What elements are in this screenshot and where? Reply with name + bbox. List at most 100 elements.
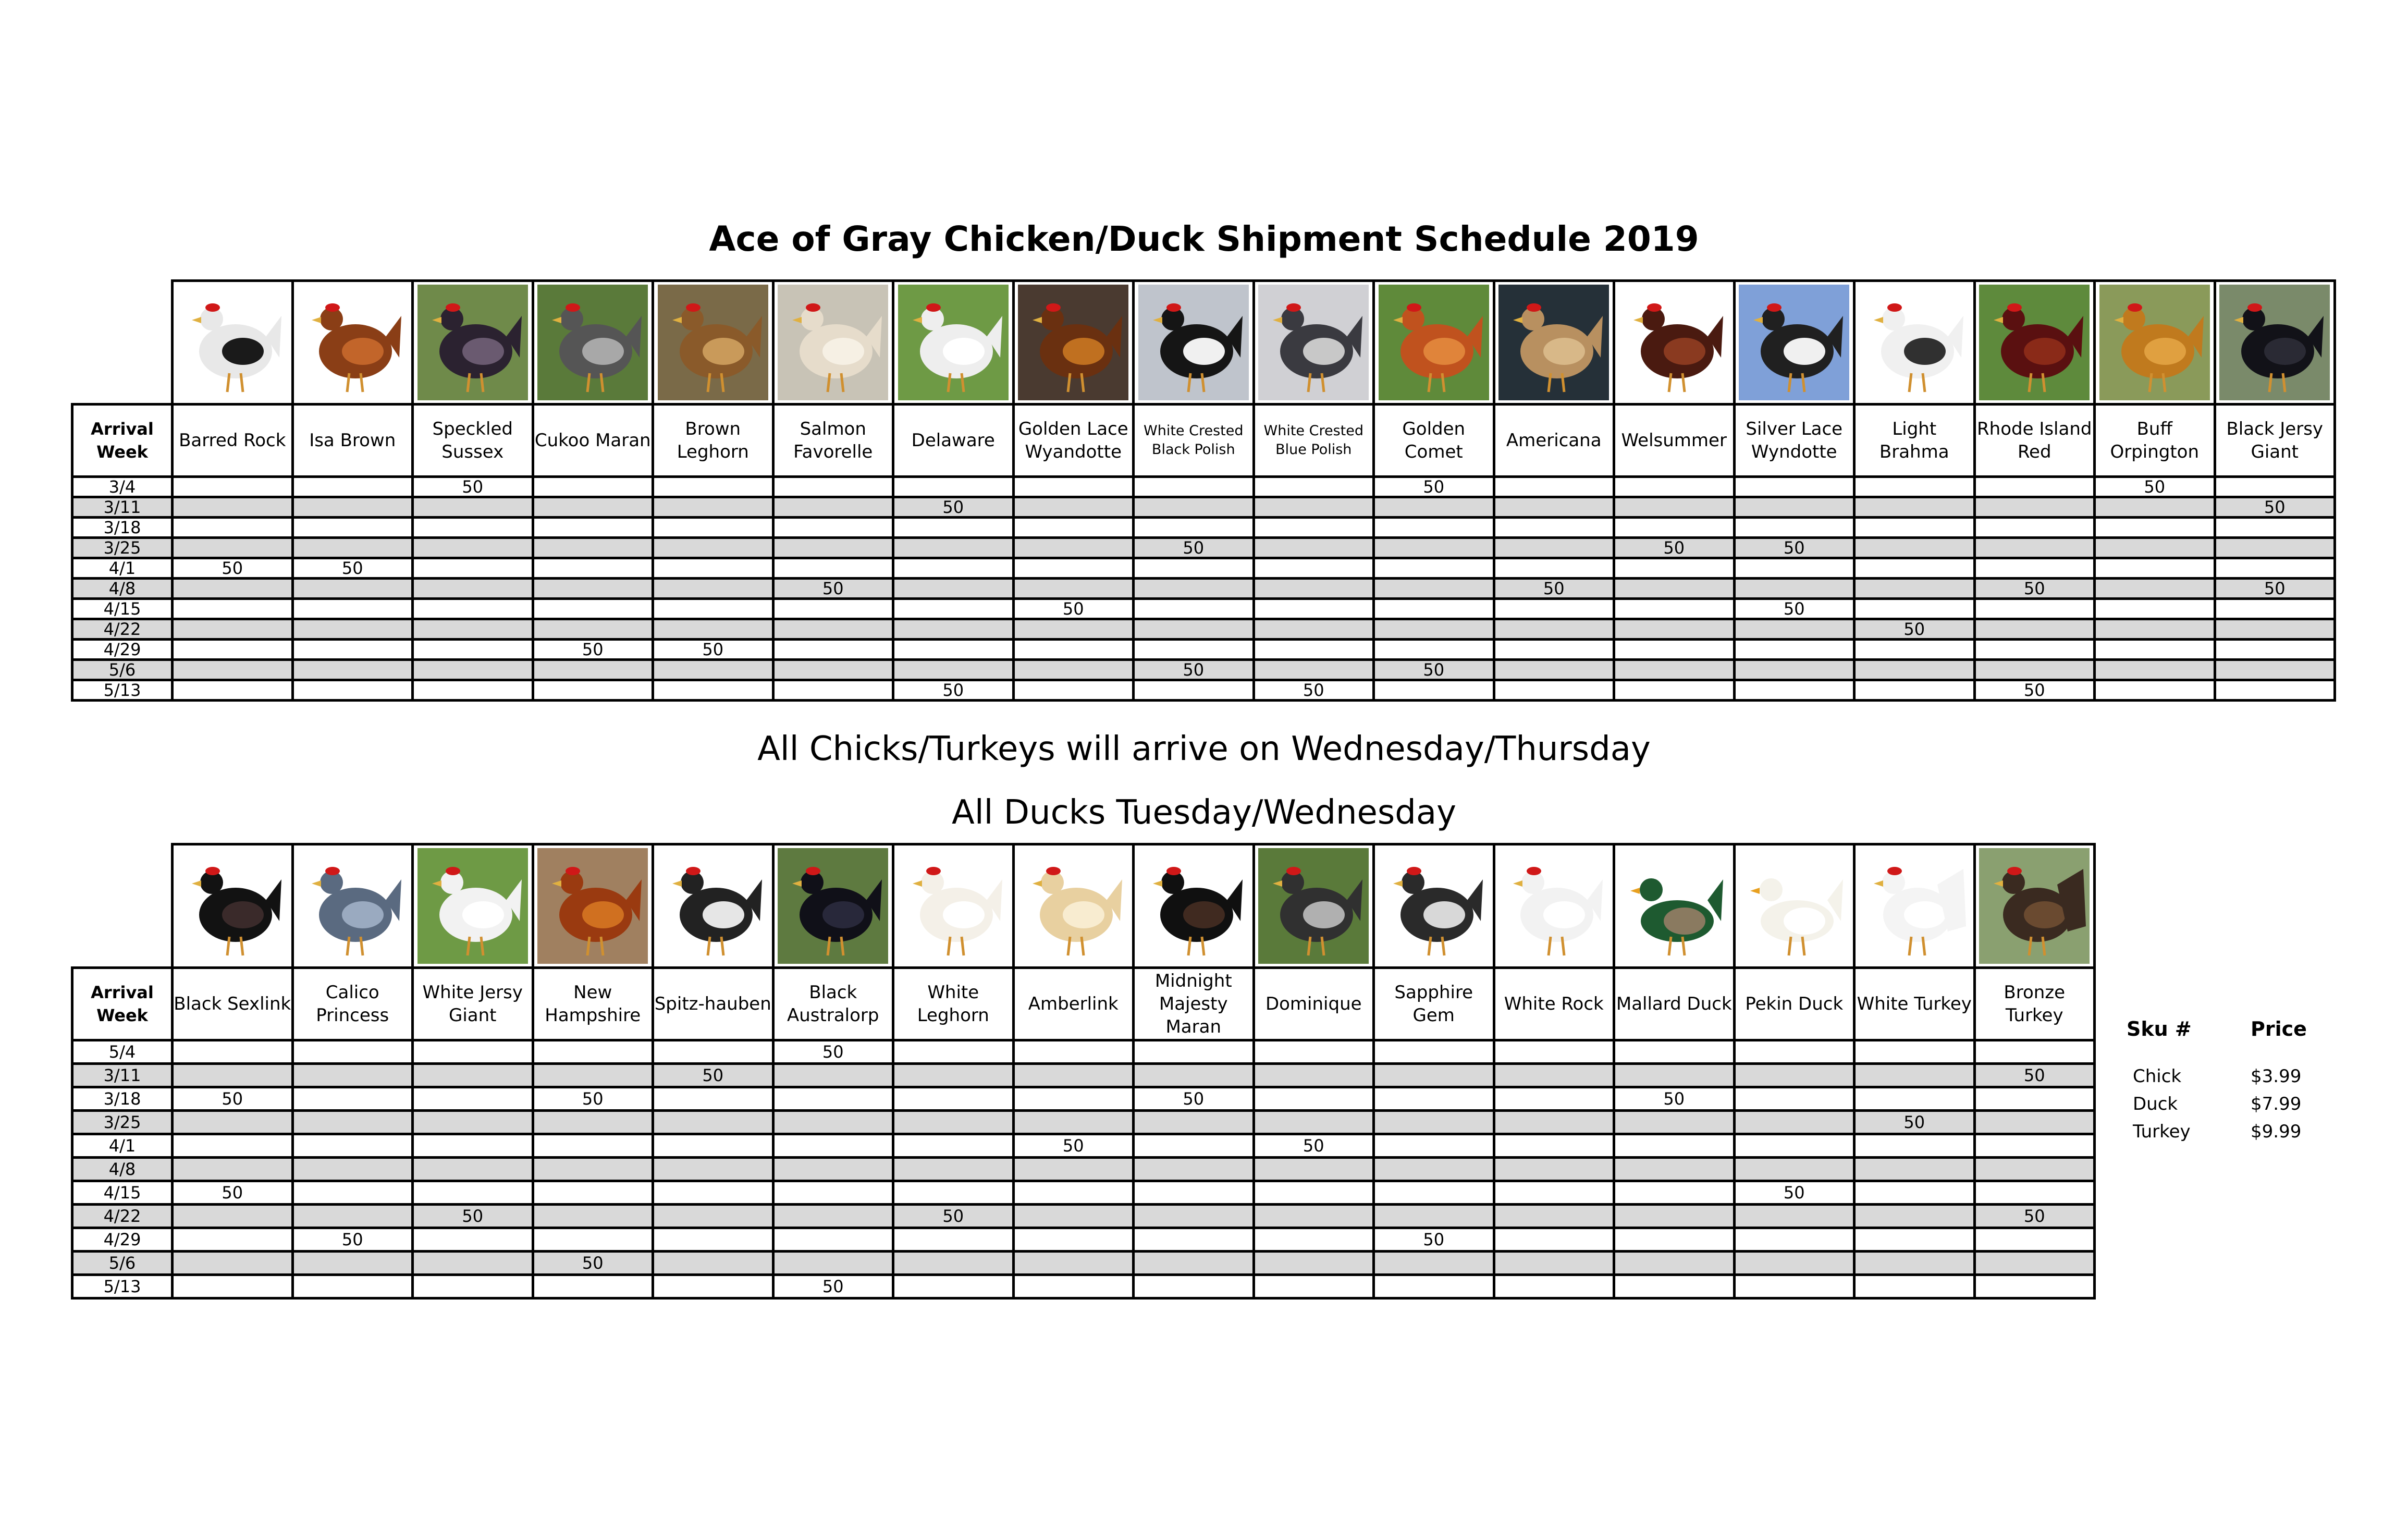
breed-name-header: Sapphire Gem — [1372, 966, 1495, 1041]
quantity-cell — [771, 1156, 894, 1182]
quantity-cell: 50 — [171, 1180, 294, 1206]
breed-photo — [1498, 285, 1610, 400]
quantity-cell — [1252, 475, 1375, 498]
quantity-cell — [1492, 1203, 1615, 1229]
quantity-cell — [1252, 1273, 1375, 1300]
quantity-cell — [1372, 536, 1495, 559]
breed-photo-cell — [652, 279, 775, 406]
speckled-sussex-hen-icon — [417, 285, 528, 400]
quantity-cell — [1973, 475, 2096, 498]
quantity-cell — [771, 1250, 894, 1276]
quantity-cell — [1372, 1086, 1495, 1112]
quantity-cell — [1973, 1273, 2096, 1300]
quantity-cell — [291, 1250, 414, 1276]
quantity-cell — [1492, 536, 1615, 559]
quantity-cell — [892, 557, 1015, 580]
quantity-cell — [531, 1273, 654, 1300]
quantity-cell — [1492, 1227, 1615, 1253]
quantity-cell — [1132, 557, 1255, 580]
quantity-cell — [652, 1250, 775, 1276]
quantity-cell — [1012, 618, 1135, 641]
breed-photo-cell — [411, 843, 534, 969]
calico-princess-hen-icon — [297, 848, 408, 964]
quantity-cell — [171, 618, 294, 641]
quantity-cell — [171, 536, 294, 559]
breed-photo-cell — [1012, 279, 1135, 406]
quantity-cell — [1613, 496, 1736, 519]
quantity-cell — [1252, 1062, 1375, 1088]
quantity-cell — [411, 536, 534, 559]
quantity-cell: 50 — [1012, 1133, 1135, 1159]
quantity-cell — [1492, 1086, 1615, 1112]
quantity-cell — [1853, 1273, 1976, 1300]
quantity-cell — [1613, 618, 1736, 641]
midnight-majesty-maran-hen-icon — [1138, 848, 1249, 964]
quantity-cell — [1012, 1109, 1135, 1135]
quantity-cell — [1973, 1227, 2096, 1253]
quantity-cell — [771, 638, 894, 661]
breed-photo — [297, 285, 408, 400]
quantity-cell — [1733, 679, 1856, 702]
quantity-cell — [291, 679, 414, 702]
quantity-cell — [652, 597, 775, 620]
breed-name-header: Buff Orpington — [2093, 403, 2216, 478]
quantity-cell — [411, 679, 534, 702]
quantity-cell: 50 — [1132, 1086, 1255, 1112]
quantity-cell — [1492, 1039, 1615, 1065]
breed-photo — [1979, 848, 2090, 964]
quantity-cell — [2093, 638, 2216, 661]
quantity-cell — [1492, 1180, 1615, 1206]
quantity-cell — [1372, 1250, 1495, 1276]
quantity-cell — [1252, 638, 1375, 661]
quantity-cell: 50 — [1252, 1133, 1375, 1159]
breed-photo-cell — [1492, 279, 1615, 406]
quantity-cell — [531, 1109, 654, 1135]
quantity-cell — [411, 597, 534, 620]
white-jersey-giant-hen-icon — [417, 848, 528, 964]
quantity-cell — [1613, 475, 1736, 498]
quantity-cell — [411, 1039, 534, 1065]
quantity-cell — [1492, 1133, 1615, 1159]
breed-photo-cell — [1733, 279, 1856, 406]
price-value: $7.99 — [2251, 1094, 2302, 1114]
quantity-cell: 50 — [892, 1203, 1015, 1229]
delaware-hen-icon — [898, 285, 1009, 400]
quantity-cell — [892, 618, 1015, 641]
quantity-cell — [1372, 638, 1495, 661]
quantity-cell — [1132, 1109, 1255, 1135]
breed-name-header: Dominique — [1252, 966, 1375, 1041]
breed-photo — [177, 285, 288, 400]
quantity-cell — [291, 1156, 414, 1182]
quantity-cell — [1252, 536, 1375, 559]
quantity-cell — [1252, 1156, 1375, 1182]
new-hampshire-hen-icon — [537, 848, 648, 964]
quantity-cell — [892, 516, 1015, 539]
breed-photo — [1258, 848, 1369, 964]
quantity-cell — [171, 1156, 294, 1182]
quantity-cell — [2213, 516, 2336, 539]
quantity-cell — [1973, 1039, 2096, 1065]
quantity-cell — [1853, 679, 1976, 702]
quantity-cell — [1492, 1250, 1615, 1276]
quantity-cell — [291, 536, 414, 559]
quantity-cell: 50 — [2213, 496, 2336, 519]
salmon-faverolle-hen-icon — [778, 285, 889, 400]
quantity-cell — [411, 618, 534, 641]
quantity-cell — [291, 1109, 414, 1135]
brown-leghorn-hen-icon — [657, 285, 768, 400]
breed-photo-cell — [171, 279, 294, 406]
quantity-cell — [291, 516, 414, 539]
schedule-row: 4/15 50 50 — [71, 1180, 2096, 1206]
buff-orpington-hen-icon — [2099, 285, 2210, 400]
quantity-cell — [2213, 475, 2336, 498]
quantity-cell — [1973, 1250, 2096, 1276]
quantity-cell — [1613, 679, 1736, 702]
breed-photo-cell — [1973, 843, 2096, 969]
breed-name-header: Silver Lace Wyndotte — [1733, 403, 1856, 478]
schedule-row: 4/29 50 50 — [71, 638, 2336, 661]
quantity-cell — [531, 557, 654, 580]
quantity-cell — [1613, 1133, 1736, 1159]
breed-photo-cell — [1372, 279, 1495, 406]
quantity-cell — [1252, 1039, 1375, 1065]
breed-photo — [1138, 848, 1249, 964]
